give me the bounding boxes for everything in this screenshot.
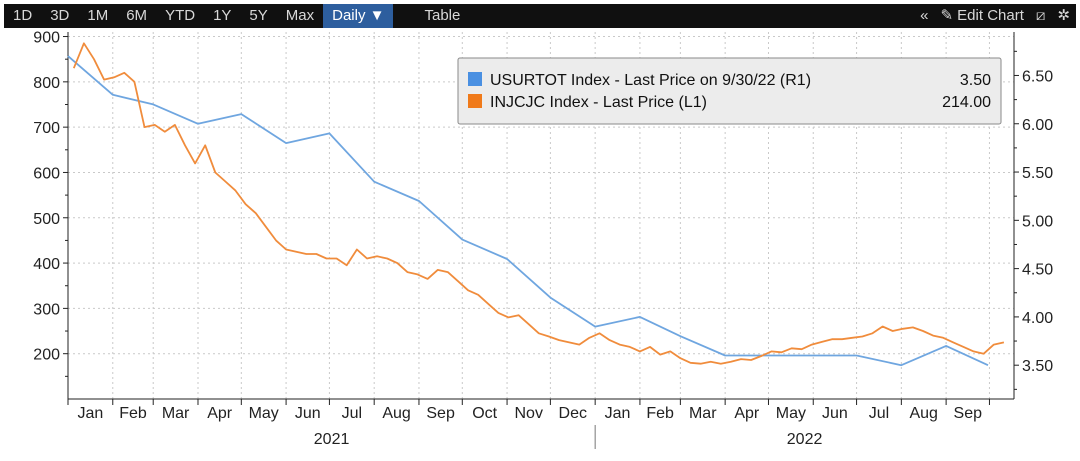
x-month-label: Aug [909, 405, 937, 422]
chart-settings-icon[interactable]: ⧄ [1035, 7, 1046, 24]
range-1y-button[interactable]: 1Y [213, 7, 232, 24]
edit-chart-button[interactable]: ✎ Edit Chart [940, 7, 1024, 24]
right-tick-label: 6.00 [1022, 117, 1053, 134]
legend: USURTOT Index - Last Price on 9/30/22 (R… [457, 57, 1002, 125]
x-month-label: Sep [426, 405, 455, 422]
series-lines [67, 42, 1005, 367]
x-month-label: May [776, 405, 806, 422]
left-tick-label: 200 [33, 347, 60, 364]
axes: 200 300 400 500 600 700 800 900 3.50 4.00 4.50 5.00… [33, 30, 1053, 449]
x-month-label: Nov [514, 405, 542, 422]
chart-area: 200 300 400 500 600 700 800 900 3.50 4.00 4.50 5.00… [4, 28, 1076, 456]
x-month-label: Jul [342, 405, 362, 422]
x-month-label: May [249, 405, 279, 422]
right-tick-label: 5.50 [1022, 165, 1053, 182]
year-label-2021: 2021 [314, 431, 350, 448]
injcjc-line [72, 42, 1005, 365]
right-tick-label: 3.50 [1022, 358, 1053, 375]
left-tick-label: 700 [33, 120, 60, 137]
x-month-label: Aug [382, 405, 410, 422]
x-month-label: Dec [559, 405, 587, 422]
gear-icon[interactable]: ✲ [1057, 7, 1070, 24]
range-max-button[interactable]: Max [285, 7, 315, 24]
x-month-label: Mar [162, 405, 190, 422]
legend-label: USURTOT Index - Last Price on 9/30/22 (R… [490, 72, 811, 89]
right-tick-label: 6.50 [1022, 68, 1053, 85]
line-chart: 200 300 400 500 600 700 800 900 3.50 4.00 4.50 5.00… [33, 30, 1053, 449]
range-ytd-button[interactable]: YTD [165, 7, 196, 24]
toolbar-right-group: « ✎ Edit Chart ⧄ ✲ [914, 4, 1076, 28]
x-month-label: Feb [646, 405, 674, 422]
left-tick-label: 900 [33, 30, 60, 47]
x-month-label: Jul [869, 405, 889, 422]
x-month-label: Mar [689, 405, 717, 422]
left-tick-label: 600 [33, 165, 60, 182]
right-tick-label: 4.00 [1022, 310, 1053, 327]
legend-swatch [468, 94, 482, 108]
x-month-label: Jan [77, 405, 103, 422]
year-label-2022: 2022 [787, 431, 823, 448]
legend-box [457, 57, 1002, 125]
x-month-label: Jun [822, 405, 848, 422]
right-tick-label: 5.00 [1022, 213, 1053, 230]
range-1d-button[interactable]: 1D [13, 7, 33, 24]
left-tick-label: 500 [33, 211, 60, 228]
usurtot-line [67, 55, 989, 367]
x-month-label: Sep [954, 405, 983, 422]
range-6m-button[interactable]: 6M [126, 7, 148, 24]
legend-label: INJCJC Index - Last Price (L1) [490, 94, 707, 111]
left-tick-label: 800 [33, 75, 60, 92]
chart-toolbar: 1D 3D 1M 6M YTD 1Y 5Y Max Daily ▼ Table … [4, 4, 1076, 28]
legend-value: 214.00 [942, 94, 991, 111]
x-month-label: Apr [734, 405, 760, 422]
legend-swatch [468, 72, 482, 86]
range-1m-button[interactable]: 1M [87, 7, 109, 24]
x-month-label: Oct [472, 405, 497, 422]
x-month-label: Feb [119, 405, 147, 422]
range-5y-button[interactable]: 5Y [249, 7, 268, 24]
range-3d-button[interactable]: 3D [50, 7, 70, 24]
table-button[interactable]: Table [424, 7, 461, 24]
left-tick-label: 400 [33, 256, 60, 273]
left-tick-label: 300 [33, 301, 60, 318]
frequency-dropdown[interactable]: Daily ▼ [323, 4, 394, 28]
collapse-icon[interactable]: « [920, 7, 929, 24]
x-month-label: Apr [207, 405, 233, 422]
right-tick-label: 4.50 [1022, 262, 1053, 279]
legend-value: 3.50 [960, 72, 991, 89]
x-month-label: Jun [295, 405, 321, 422]
x-month-label: Jan [605, 405, 631, 422]
